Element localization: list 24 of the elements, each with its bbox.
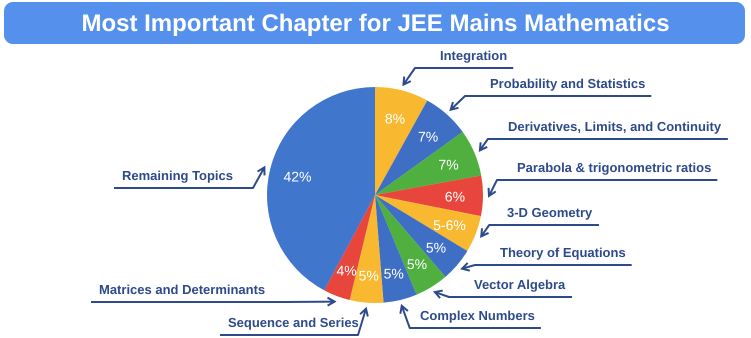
slice-label: Theory of Equations <box>500 245 626 260</box>
data-label: 5-6% <box>433 216 466 233</box>
slice-label: Derivatives, Limits, and Continuity <box>508 119 722 134</box>
data-label: 5% <box>358 268 379 284</box>
slice-label: Probability and Statistics <box>490 76 646 91</box>
pie-slice <box>375 176 483 216</box>
slice-label: Integration <box>440 48 508 63</box>
data-label: 5% <box>406 256 428 272</box>
data-label: 8% <box>384 110 406 127</box>
data-label: 5% <box>426 240 446 256</box>
slice-label: Parabola & trigonometric ratios <box>517 160 712 175</box>
data-label: 42% <box>283 168 312 185</box>
data-label: 7% <box>418 128 438 144</box>
slice-label: Remaining Topics <box>122 168 233 183</box>
slice-label: Sequence and Series <box>228 315 359 330</box>
slice-label: Vector Algebra <box>474 277 566 292</box>
slice-label: Matrices and Determinants <box>99 282 266 297</box>
data-label: 6% <box>444 188 466 205</box>
data-label: 5% <box>384 266 404 282</box>
slice-label: 3-D Geometry <box>507 205 594 220</box>
chart-title: Most Important Chapter for JEE Mains Mathematics <box>81 10 670 37</box>
data-label: 4% <box>336 262 357 279</box>
data-label: 7% <box>438 156 459 173</box>
slice-label: Complex Numbers <box>420 308 535 323</box>
